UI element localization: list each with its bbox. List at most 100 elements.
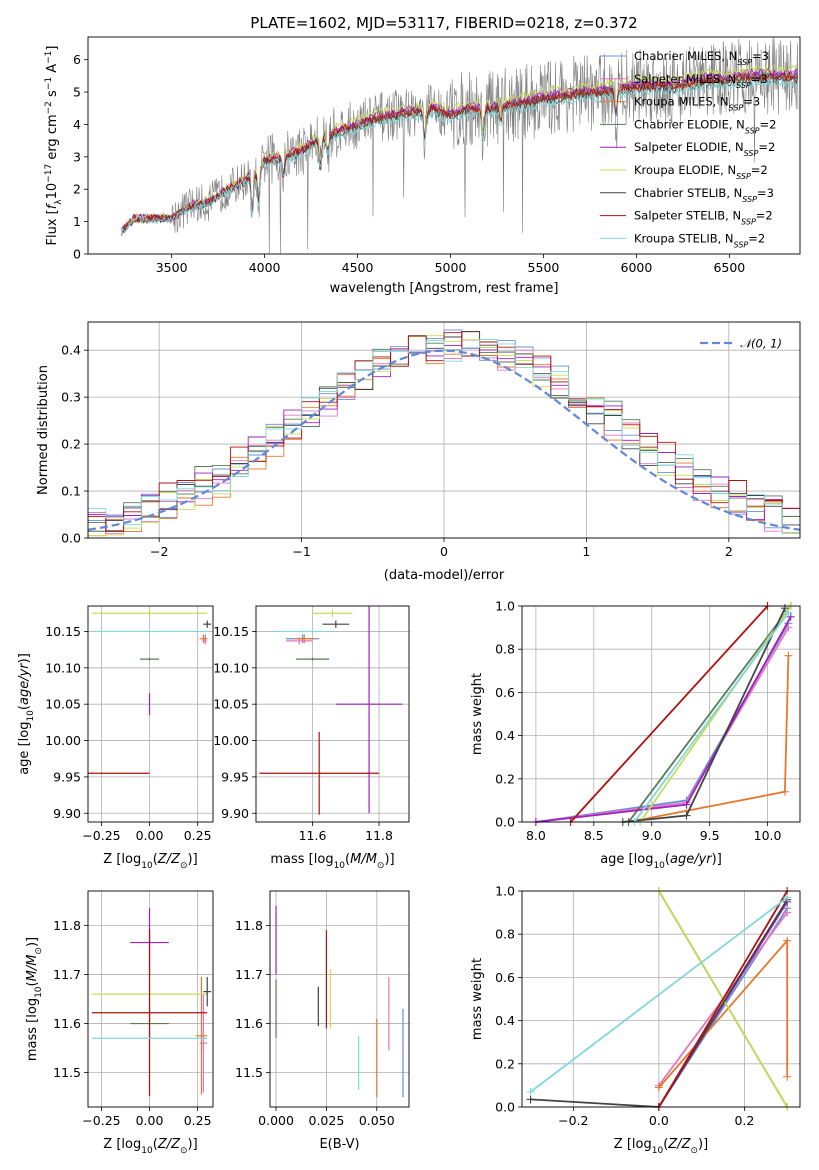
- plot-area: [121, 37, 799, 254]
- y-tick-label: 10.10: [213, 660, 249, 675]
- y-tick-label: 0.0: [495, 1100, 515, 1115]
- x-tick-label: 0.2: [734, 1113, 754, 1128]
- y-tick-label: 4: [73, 117, 81, 132]
- legend-label: Chabrier ELODIE, NSSP=2: [634, 117, 776, 135]
- y-tick-label: 0.6: [495, 970, 515, 985]
- point-marker: [654, 1083, 663, 1092]
- point-marker: [682, 811, 691, 820]
- axes-frame: [87, 321, 801, 539]
- y-tick-label: 0.6: [495, 685, 515, 700]
- y-tick-label: 11.7: [235, 967, 263, 982]
- y-tick-label: 9.90: [221, 806, 249, 821]
- x-tick-label: −0.2: [558, 1113, 588, 1128]
- y-tick-label: 10.00: [213, 733, 249, 748]
- y-tick-label: 0.2: [61, 437, 81, 452]
- x-tick-label: 0.00: [136, 828, 164, 843]
- y-tick-label: 10.05: [45, 697, 81, 712]
- x-tick-label: 5500: [528, 260, 560, 275]
- y-tick-label: 10.05: [213, 697, 249, 712]
- point-marker: [783, 893, 792, 902]
- y-tick-label: 0.3: [61, 390, 81, 405]
- axes-frame: [269, 890, 410, 1108]
- axes-panel-3: −0.25 0.00 0.25 9.90 9.95 10.00 10.05 10.10 10.1…: [17, 605, 214, 871]
- axes-panel-4: 11.6 11.8 9.90 9.95 10.00 10.05 10.10 10.15 mass…: [213, 605, 410, 871]
- x-tick-label: 0.25: [184, 828, 212, 843]
- x-axis-label: E(B-V): [319, 1137, 359, 1152]
- y-tick-label: 9.90: [53, 806, 81, 821]
- model-spectrum-line: [121, 78, 798, 237]
- legend-label: Kroupa ELODIE, NSSP=2: [634, 163, 768, 181]
- y-tick-label: 11.5: [235, 1065, 263, 1080]
- x-tick-label: −2: [150, 544, 168, 559]
- weight-line: [639, 605, 792, 823]
- x-tick-label: 6500: [713, 260, 745, 275]
- point-marker: [784, 623, 793, 632]
- x-tick-label: 0.025: [309, 1113, 345, 1128]
- y-tick-label: 10.15: [45, 624, 81, 639]
- legend-label: 𝒩(0, 1): [740, 337, 782, 351]
- y-tick-label: 0.2: [495, 771, 515, 786]
- weight-line: [622, 607, 786, 823]
- x-tick-label: 10.0: [754, 828, 782, 843]
- x-tick-label: 9.0: [642, 828, 662, 843]
- point-marker: [784, 651, 793, 660]
- y-tick-label: 0.1: [61, 484, 81, 499]
- axes-panel-6: −0.25 0.00 0.25 11.5 11.6 11.7 11.8 Z [log10(Z/…: [25, 890, 214, 1156]
- plot-area: [88, 609, 212, 774]
- point-marker: [526, 1095, 535, 1104]
- axes-frame: [255, 605, 410, 823]
- x-axis-label: Z [log10(Z/Z⊙)]: [103, 852, 197, 871]
- weight-line: [633, 611, 790, 823]
- x-tick-label: 0: [440, 544, 448, 559]
- x-tick-label: 4500: [342, 260, 374, 275]
- y-tick-label: 9.95: [221, 769, 249, 784]
- x-tick-label: 4000: [249, 260, 281, 275]
- y-tick-label: 11.8: [235, 918, 263, 933]
- weight-line: [570, 605, 769, 823]
- y-axis-label: age [log10(age/yr)]: [17, 653, 36, 775]
- y-tick-label: 2: [73, 182, 81, 197]
- weight-line: [530, 896, 788, 1093]
- y-tick-label: 3: [73, 149, 81, 164]
- x-tick-label: 8.0: [526, 828, 546, 843]
- y-tick-label: 10.00: [45, 733, 81, 748]
- x-axis-label: (data-model)/error: [384, 568, 505, 583]
- observed-spectrum: [121, 37, 799, 254]
- y-tick-label: 0.8: [495, 927, 515, 942]
- model-spectrum-line: [121, 70, 798, 236]
- point-marker: [783, 936, 792, 945]
- point-marker: [784, 608, 793, 617]
- x-tick-label: −0.25: [82, 1113, 120, 1128]
- x-axis-label: age [log10(age/yr)]: [600, 852, 722, 871]
- x-axis-label: Z [log10(Z/Z⊙)]: [614, 1137, 708, 1156]
- axes-frame: [521, 890, 801, 1108]
- legend-label: Kroupa MILES, NSSP=3: [634, 95, 760, 113]
- axes-panel-1: 3500 4000 4500 5000 5500 6000 6500 0 1 2 3 4 5 6 PLATE…: [44, 14, 801, 296]
- legend-label: Chabrier STELIB, NSSP=3: [634, 186, 774, 204]
- y-tick-label: 0.4: [495, 1013, 515, 1028]
- y-tick-label: 11.6: [235, 1016, 263, 1031]
- legend-label: Kroupa STELIB, NSSP=2: [634, 231, 765, 249]
- axes-panel-8: −0.2 0.0 0.2 0.0 0.2 0.4 0.6 0.8 1.0 Z [log10(Z/Z…: [470, 884, 801, 1156]
- y-tick-label: 0.8: [495, 642, 515, 657]
- histogram-series: [88, 339, 800, 538]
- x-tick-label: 0.25: [184, 1113, 212, 1128]
- axes-frame: [87, 890, 214, 1108]
- x-tick-label: 3500: [156, 260, 188, 275]
- axes-panel-5: 8.0 8.5 9.0 9.5 10.0 0.0 0.2 0.4 0.6 0.8 1.0 age [l…: [470, 599, 801, 871]
- y-axis-label: Flux [fλ10−17 erg cm−2 s−1 A−1]: [44, 46, 64, 246]
- y-axis-label: mass weight: [470, 673, 485, 755]
- point-marker: [783, 1072, 792, 1081]
- weight-line: [627, 605, 792, 823]
- y-axis-label: Normed distribution: [36, 365, 51, 495]
- plot-area: [91, 908, 212, 1097]
- y-tick-label: 6: [73, 52, 81, 67]
- x-tick-label: 11.8: [365, 828, 393, 843]
- point-marker: [780, 787, 789, 796]
- x-tick-label: −1: [292, 544, 310, 559]
- y-tick-label: 0.0: [61, 531, 81, 546]
- x-axis-label: Z [log10(Z/Z⊙)]: [103, 1137, 197, 1156]
- x-tick-label: 8.5: [584, 828, 604, 843]
- y-tick-label: 11.6: [53, 1016, 81, 1031]
